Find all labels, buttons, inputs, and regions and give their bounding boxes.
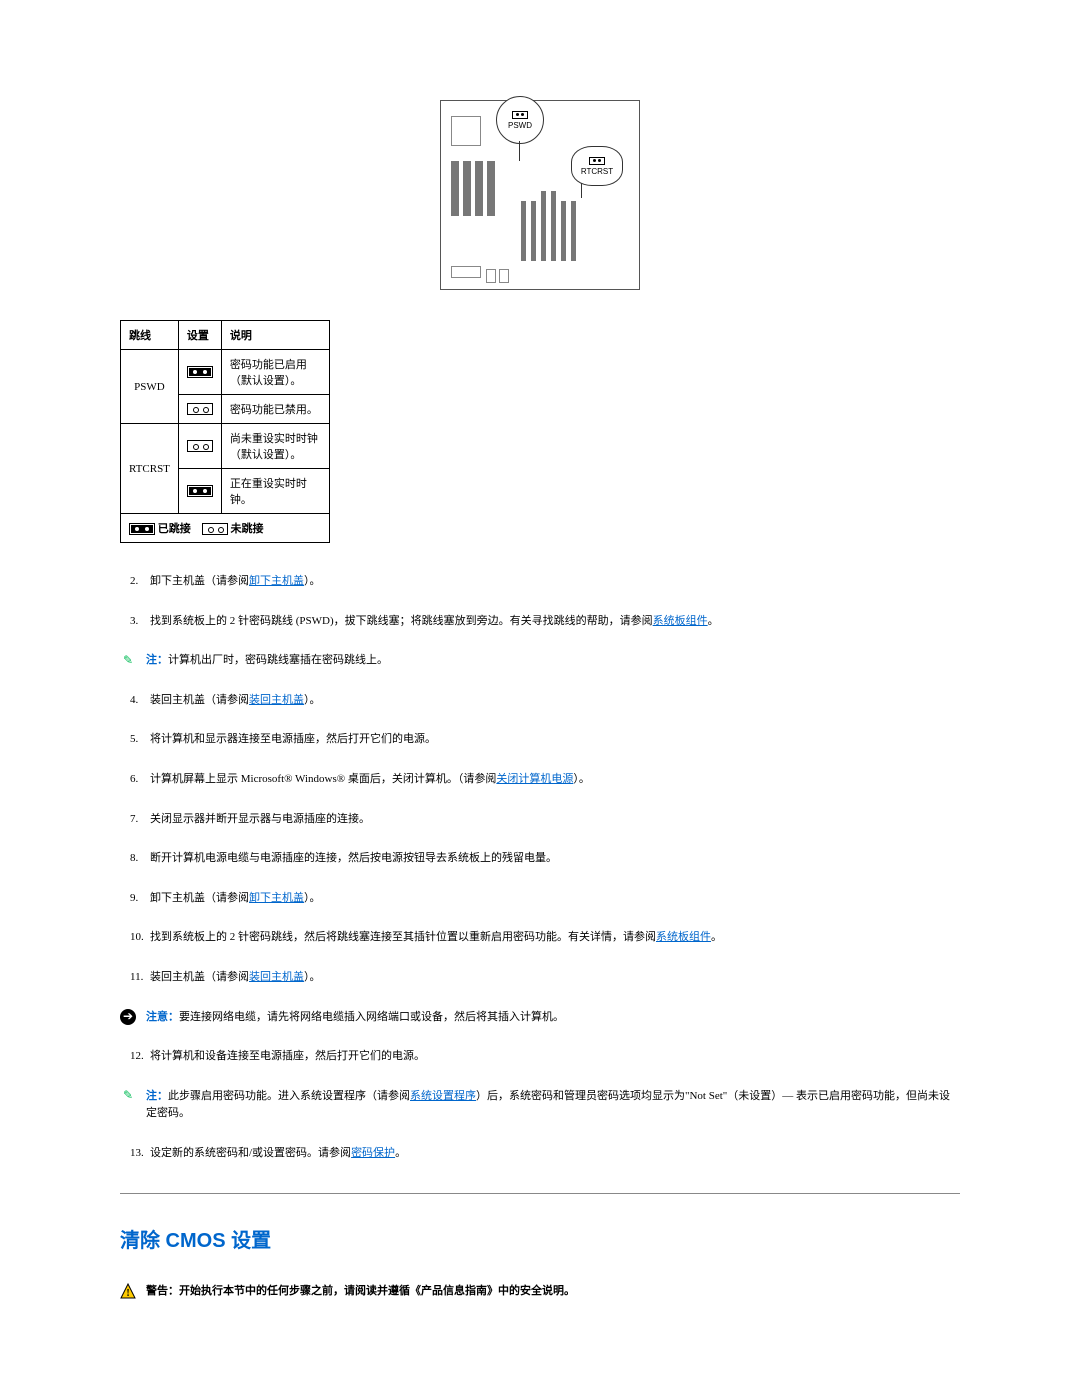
link-replace-cover[interactable]: 装回主机盖	[249, 694, 304, 706]
jumper-open-icon	[187, 403, 213, 415]
warning-body: 警告：开始执行本节中的任何步骤之前，请阅读并遵循《产品信息指南》中的安全说明。	[146, 1283, 575, 1301]
note-icon: ✎	[120, 1088, 136, 1104]
cell-desc: 密码功能已禁用。	[221, 395, 329, 424]
warning-icon: !	[120, 1283, 136, 1299]
cell-setting	[178, 350, 221, 395]
cell-setting	[178, 395, 221, 424]
step-text: 。	[708, 615, 719, 627]
note-icon: ✎	[120, 652, 136, 668]
jumper-capped-icon	[129, 523, 155, 535]
step-13: 设定新的系统密码和/或设置密码。请参阅密码保护。	[120, 1145, 960, 1163]
table-row: RTCRST 尚未重设实时时钟（默认设置）。	[121, 424, 330, 469]
notice-text: 要连接网络电缆，请先将网络电缆插入网络端口或设备，然后将其插入计算机。	[179, 1011, 564, 1023]
link-password-protection[interactable]: 密码保护	[351, 1147, 395, 1159]
callout-rtcrst: RTCRST	[571, 146, 623, 186]
th-jumper: 跳线	[121, 321, 179, 350]
legend-cell: 已跳接 未跳接	[121, 514, 330, 543]
steps-list: 装回主机盖（请参阅装回主机盖）。 将计算机和显示器连接至电源插座，然后打开它们的…	[120, 692, 960, 987]
step-text: 。	[711, 931, 722, 943]
legend-capped-label: 已跳接	[158, 523, 191, 535]
link-remove-cover[interactable]: 卸下主机盖	[249, 575, 304, 587]
cell-setting	[178, 424, 221, 469]
steps-list: 设定新的系统密码和/或设置密码。请参阅密码保护。	[120, 1145, 960, 1163]
step-7: 关闭显示器并断开显示器与电源插座的连接。	[120, 811, 960, 829]
step-text: 计算机屏幕上显示 Microsoft® Windows® 桌面后，关闭计算机。（…	[150, 773, 496, 785]
th-setting: 设置	[178, 321, 221, 350]
link-remove-cover[interactable]: 卸下主机盖	[249, 892, 304, 904]
note-label: 注：	[146, 1090, 168, 1102]
cell-desc: 密码功能已启用（默认设置）。	[221, 350, 329, 395]
document-page: PSWD RTCRST 跳线 设置 说明 PSWD 密码功能已启用（默认设置）。…	[0, 0, 1080, 1378]
note-text: 计算机出厂时，密码跳线塞插在密码跳线上。	[168, 654, 388, 666]
motherboard-diagram: PSWD RTCRST	[120, 100, 960, 290]
jumper-capped-icon	[187, 485, 213, 497]
cell-desc: 尚未重设实时时钟（默认设置）。	[221, 424, 329, 469]
step-3: 找到系统板上的 2 针密码跳线 (PSWD)，拔下跳线塞；将跳线塞放到旁边。有关…	[120, 613, 960, 631]
step-text: 找到系统板上的 2 针密码跳线 (PSWD)，拔下跳线塞；将跳线塞放到旁边。有关…	[150, 615, 653, 627]
step-text: 装回主机盖（请参阅	[150, 694, 249, 706]
th-desc: 说明	[221, 321, 329, 350]
callout-rtcrst-label: RTCRST	[581, 167, 613, 176]
link-system-setup[interactable]: 系统设置程序	[410, 1090, 476, 1102]
step-text: 卸下主机盖（请参阅	[150, 575, 249, 587]
cell-desc: 正在重设实时时钟。	[221, 469, 329, 514]
table-row: PSWD 密码功能已启用（默认设置）。	[121, 350, 330, 395]
cell-setting	[178, 469, 221, 514]
step-10: 找到系统板上的 2 针密码跳线，然后将跳线塞连接至其插针位置以重新启用密码功能。…	[120, 929, 960, 947]
callout-pswd: PSWD	[496, 96, 544, 144]
jumper-table: 跳线 设置 说明 PSWD 密码功能已启用（默认设置）。 密码功能已禁用。 RT…	[120, 320, 330, 543]
notice-network-cable: ➔ 注意：要连接网络电缆，请先将网络电缆插入网络端口或设备，然后将其插入计算机。	[120, 1009, 960, 1027]
step-text: ）。	[304, 892, 321, 904]
notice-body: 注意：要连接网络电缆，请先将网络电缆插入网络端口或设备，然后将其插入计算机。	[146, 1009, 564, 1027]
step-text: ）。	[304, 694, 321, 706]
cell-rtcrst-label: RTCRST	[121, 424, 179, 514]
warning-label: 警告：	[146, 1285, 179, 1297]
step-text: ）。	[304, 971, 321, 983]
step-6: 计算机屏幕上显示 Microsoft® Windows® 桌面后，关闭计算机。（…	[120, 771, 960, 789]
step-text: 设定新的系统密码和/或设置密码。请参阅	[150, 1147, 351, 1159]
link-board-components[interactable]: 系统板组件	[656, 931, 711, 943]
step-12: 将计算机和设备连接至电源插座，然后打开它们的电源。	[120, 1048, 960, 1066]
table-legend-row: 已跳接 未跳接	[121, 514, 330, 543]
note-body: 注：此步骤启用密码功能。进入系统设置程序（请参阅系统设置程序）后，系统密码和管理…	[146, 1088, 960, 1123]
step-text: ）。	[573, 773, 590, 785]
section-title-cmos: 清除 CMOS 设置	[120, 1224, 960, 1253]
step-text: 装回主机盖（请参阅	[150, 971, 249, 983]
note-factory: ✎ 注：计算机出厂时，密码跳线塞插在密码跳线上。	[120, 652, 960, 670]
step-8: 断开计算机电源电缆与电源插座的连接，然后按电源按钮导去系统板上的残留电量。	[120, 850, 960, 868]
step-text: ）。	[304, 575, 321, 587]
table-header-row: 跳线 设置 说明	[121, 321, 330, 350]
step-text: 。	[395, 1147, 406, 1159]
notice-label: 注意：	[146, 1011, 179, 1023]
legend-open-label: 未跳接	[231, 523, 264, 535]
steps-list: 卸下主机盖（请参阅卸下主机盖）。 找到系统板上的 2 针密码跳线 (PSWD)，…	[120, 573, 960, 630]
section-divider	[120, 1193, 960, 1194]
step-5: 将计算机和显示器连接至电源插座，然后打开它们的电源。	[120, 731, 960, 749]
jumper-open-icon	[187, 440, 213, 452]
step-9: 卸下主机盖（请参阅卸下主机盖）。	[120, 890, 960, 908]
step-2: 卸下主机盖（请参阅卸下主机盖）。	[120, 573, 960, 591]
warning-safety: ! 警告：开始执行本节中的任何步骤之前，请阅读并遵循《产品信息指南》中的安全说明…	[120, 1283, 960, 1301]
note-label: 注：	[146, 654, 168, 666]
motherboard-outline: PSWD RTCRST	[440, 100, 640, 290]
warning-text: 开始执行本节中的任何步骤之前，请阅读并遵循《产品信息指南》中的安全说明。	[179, 1285, 575, 1297]
steps-list: 将计算机和设备连接至电源插座，然后打开它们的电源。	[120, 1048, 960, 1066]
callout-pswd-label: PSWD	[508, 121, 532, 130]
step-text: 卸下主机盖（请参阅	[150, 892, 249, 904]
note-password-enable: ✎ 注：此步骤启用密码功能。进入系统设置程序（请参阅系统设置程序）后，系统密码和…	[120, 1088, 960, 1123]
link-power-off[interactable]: 关闭计算机电源	[496, 773, 573, 785]
svg-text:!: !	[126, 1288, 129, 1299]
note-body: 注：计算机出厂时，密码跳线塞插在密码跳线上。	[146, 652, 388, 670]
cell-pswd-label: PSWD	[121, 350, 179, 424]
step-4: 装回主机盖（请参阅装回主机盖）。	[120, 692, 960, 710]
note-text: 此步骤启用密码功能。进入系统设置程序（请参阅	[168, 1090, 410, 1102]
step-11: 装回主机盖（请参阅装回主机盖）。	[120, 969, 960, 987]
link-replace-cover[interactable]: 装回主机盖	[249, 971, 304, 983]
jumper-capped-icon	[187, 366, 213, 378]
link-board-components[interactable]: 系统板组件	[653, 615, 708, 627]
step-text: 找到系统板上的 2 针密码跳线，然后将跳线塞连接至其插针位置以重新启用密码功能。…	[150, 931, 656, 943]
notice-icon: ➔	[120, 1009, 136, 1025]
jumper-open-icon	[202, 523, 228, 535]
